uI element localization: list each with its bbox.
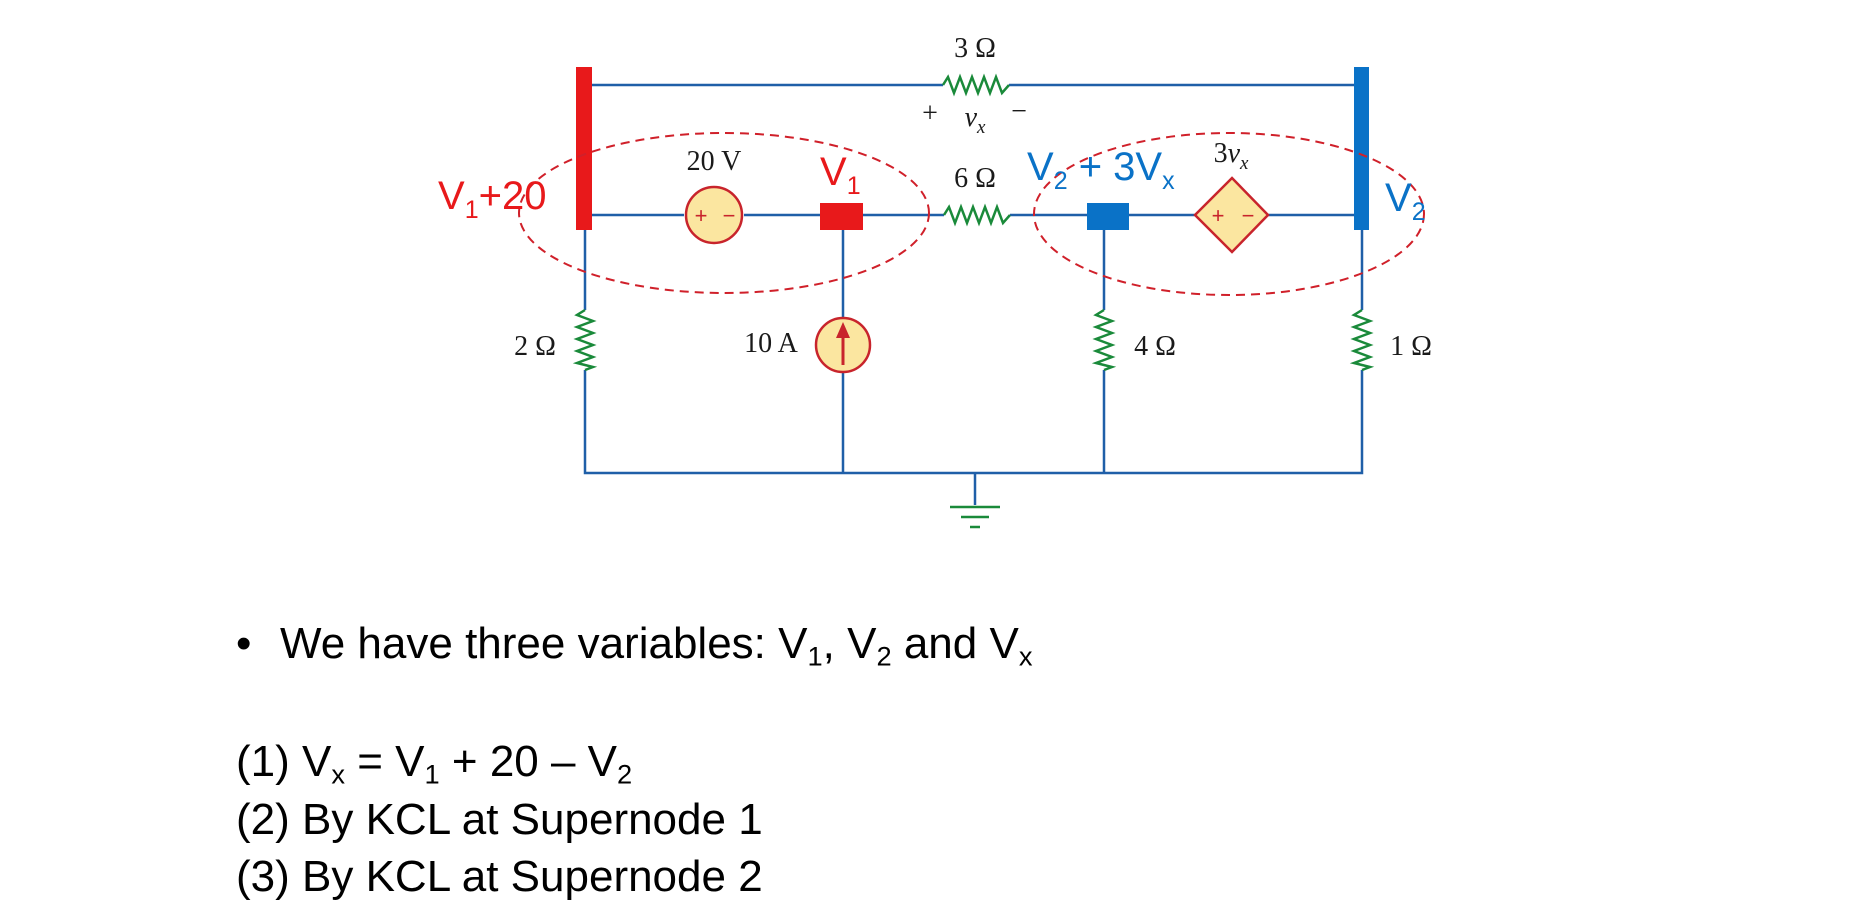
label-r-left: 2 Ω bbox=[514, 331, 556, 362]
label-vx-plus: + bbox=[922, 98, 938, 129]
resistor-1ohm bbox=[1349, 308, 1375, 372]
svg-text:+: + bbox=[695, 203, 708, 228]
resistor-2ohm bbox=[572, 308, 598, 372]
resistor-6ohm bbox=[942, 203, 1011, 227]
bullet-point: • bbox=[236, 619, 252, 668]
node-square-v2 bbox=[1087, 203, 1129, 230]
equation-3: (3) By KCL at Supernode 2 bbox=[236, 852, 763, 901]
equation-2: (2) By KCL at Supernode 1 bbox=[236, 795, 763, 844]
ground-icon bbox=[950, 505, 1000, 529]
resistor-4ohm bbox=[1091, 308, 1117, 372]
label-dep-source: 3vx bbox=[1214, 138, 1249, 174]
label-r-mid: 6 Ω bbox=[954, 163, 996, 194]
label-vx-minus: − bbox=[1011, 96, 1027, 127]
svg-text:−: − bbox=[723, 203, 736, 228]
label-r-right: 1 Ω bbox=[1390, 331, 1432, 362]
node-square-v1 bbox=[820, 203, 863, 230]
supernode-2-outline bbox=[1033, 132, 1425, 296]
supernode-1-outline bbox=[518, 132, 930, 294]
dependent-source-3vx: + − bbox=[1193, 176, 1270, 254]
bullet-text: We have three variables: V1, V2 and Vx bbox=[280, 619, 1033, 672]
node-label-v1: V1 bbox=[820, 150, 861, 200]
label-vx: vx bbox=[965, 102, 986, 138]
svg-text:−: − bbox=[1242, 203, 1255, 228]
bullet-variables: • We have three variables: V1, V2 and Vx bbox=[236, 619, 1033, 672]
label-20v: 20 V bbox=[687, 146, 742, 177]
node-bar-left bbox=[576, 67, 592, 230]
voltage-source-20v: + − bbox=[684, 185, 744, 245]
label-r-top: 3 Ω bbox=[954, 33, 996, 64]
current-source-10a bbox=[814, 316, 872, 374]
svg-text:+: + bbox=[1212, 203, 1225, 228]
label-r-center: 4 Ω bbox=[1134, 331, 1176, 362]
node-bar-right bbox=[1354, 67, 1369, 230]
resistor-3ohm bbox=[941, 73, 1010, 97]
node-label-v2-plus-3vx: V2 + 3Vx bbox=[1027, 145, 1175, 195]
circuit-diagram: + − + − 3 Ω 6 Ω 2 Ω 4 Ω 1 Ω 20 V 10 A + … bbox=[438, 33, 1432, 529]
label-10a: 10 A bbox=[744, 328, 798, 359]
node-label-v1-plus-20: V1+20 bbox=[438, 174, 546, 224]
equation-1: (1) Vx = V1 + 20 – V2 bbox=[236, 737, 633, 790]
node-label-v2: V2 bbox=[1385, 176, 1426, 226]
